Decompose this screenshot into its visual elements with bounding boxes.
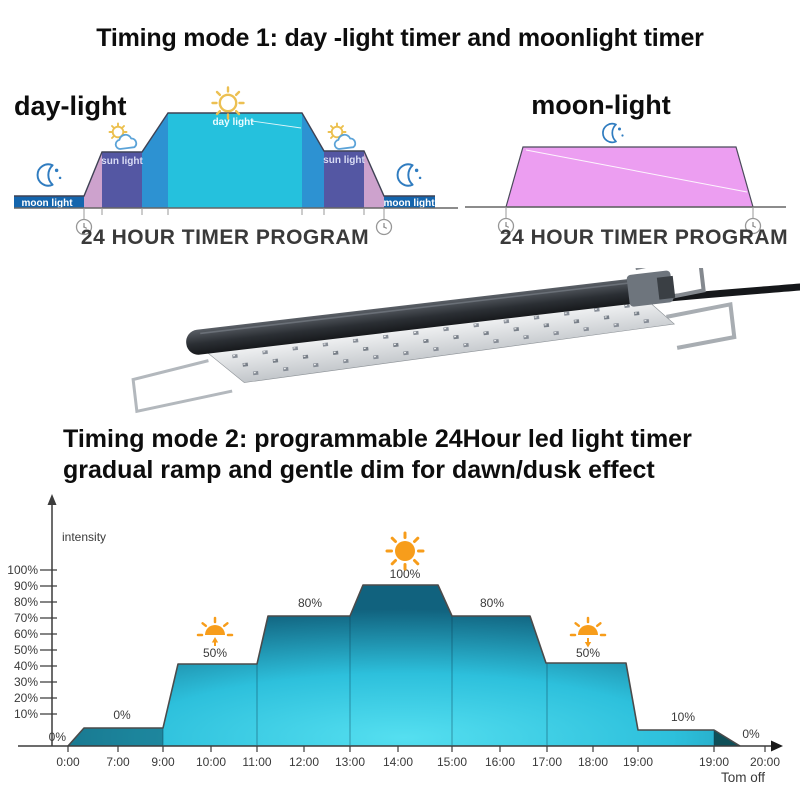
y-tick-label: 90% xyxy=(14,579,38,593)
x-tick-label: 0:00 xyxy=(56,755,80,769)
x-tick-label: 19:00 xyxy=(699,755,729,769)
x-tick-label: 9:00 xyxy=(151,755,175,769)
x-tick-label: 12:00 xyxy=(289,755,319,769)
y-tick-label: 80% xyxy=(14,595,38,609)
x-axis-arrow xyxy=(771,740,783,752)
day-light-band xyxy=(168,113,302,208)
sunset-icon xyxy=(569,616,607,648)
dawn-band-left xyxy=(84,152,102,208)
sun-cloud-icon xyxy=(327,122,357,150)
cable-socket xyxy=(656,275,676,300)
sun-light-label-right: sun light xyxy=(323,155,365,166)
x-tick-label: 19:00 xyxy=(623,755,653,769)
y-tick-label: 60% xyxy=(14,627,38,641)
x-tick-label: 15:00 xyxy=(437,755,467,769)
sun-icon xyxy=(211,86,245,120)
mounting-bracket-right-upper xyxy=(635,268,706,303)
sun-cloud-icon xyxy=(108,122,138,150)
intensity-profile-area xyxy=(68,585,740,746)
y-tick-label: 40% xyxy=(14,659,38,673)
x-tick-label: 20:00 xyxy=(750,755,780,769)
step-label: 10% xyxy=(671,710,695,724)
day-timeline-ticks xyxy=(83,208,385,219)
y-tick-labels: 100% 90% 80% 70% 60% 50% 40% 30% 20% 10% xyxy=(7,563,38,721)
day-profile-outline xyxy=(14,112,435,197)
moon-light-band-right xyxy=(384,196,435,208)
lamp-housing xyxy=(186,277,656,355)
led-light-fixture xyxy=(131,268,800,414)
night-low-segment xyxy=(68,728,163,746)
y-tick-label: 70% xyxy=(14,611,38,625)
moon-light-label-right: moon light xyxy=(383,198,435,209)
fixture-body xyxy=(131,268,737,414)
step-label: 50% xyxy=(203,646,227,660)
transition-band-right xyxy=(302,113,324,208)
x-tick-label: 7:00 xyxy=(106,755,130,769)
y-axis-title: intensity xyxy=(62,530,106,544)
y-tick-label: 100% xyxy=(7,563,38,577)
x-tick-label: 13:00 xyxy=(335,755,365,769)
moon-light-band-left xyxy=(14,196,84,208)
moon-light-title: moon-light xyxy=(531,90,670,120)
x-tick-label: 14:00 xyxy=(383,755,413,769)
mode2-title-line1: Timing mode 2: programmable 24Hour led l… xyxy=(63,425,692,453)
day-diagram-caption: 24 HOUR TIMER PROGRAM xyxy=(81,226,369,249)
sun-light-label-left: sun light xyxy=(101,156,143,167)
step-label: 80% xyxy=(480,596,504,610)
timer-mode1-diagrams: day-light moon light sun light day light… xyxy=(14,86,788,249)
step-label: 80% xyxy=(298,596,322,610)
moon-icon xyxy=(602,122,625,144)
y-tick-label: 30% xyxy=(14,675,38,689)
intensity-chart: intensity 100% 90% 80% 70% 60% 50% 40% 3… xyxy=(7,494,783,785)
step-label: 0% xyxy=(113,708,131,722)
sunrise-icon xyxy=(196,616,234,646)
x-tick-label: 17:00 xyxy=(532,755,562,769)
mounting-bracket-right-lower xyxy=(666,301,737,350)
moon-light-diagram: moon-light 24 HOUR TIMER PROGRAM xyxy=(465,90,788,249)
moon-icon xyxy=(36,163,63,187)
sun-light-band-right xyxy=(324,151,364,208)
step-label: 0% xyxy=(49,730,67,744)
x-ticks xyxy=(67,746,766,752)
day-light-label: day light xyxy=(212,117,254,128)
y-axis-arrow xyxy=(47,494,57,505)
y-tick-label: 10% xyxy=(14,707,38,721)
x-tick-label: 10:00 xyxy=(196,755,226,769)
intensity-profile-outline xyxy=(67,584,741,747)
x-tick-labels: 0:00 7:00 9:00 10:00 11:00 12:00 13:00 1… xyxy=(56,755,780,769)
x-tick-label: 11:00 xyxy=(242,755,271,769)
y-tick-label: 50% xyxy=(14,643,38,657)
housing-highlight xyxy=(200,281,638,335)
sun-icon xyxy=(385,531,425,571)
led-grid xyxy=(232,303,650,376)
moon-light-label-left: moon light xyxy=(21,198,73,209)
day-light-title: day-light xyxy=(14,91,127,121)
step-label: 100% xyxy=(390,567,421,581)
mode1-title: Timing mode 1: day -light timer and moon… xyxy=(96,24,704,52)
tom-off-note: Tom off xyxy=(721,770,765,785)
x-tick-label: 16:00 xyxy=(485,755,515,769)
sun-light-band-left xyxy=(102,152,142,208)
transition-band-left xyxy=(142,113,168,208)
clock-icon xyxy=(375,218,393,236)
day-light-callout-line xyxy=(251,120,302,129)
mode2-title-line2: gradual ramp and gentle dim for dawn/dus… xyxy=(63,455,655,484)
mode2-title: Timing mode 2: programmable 24Hour led l… xyxy=(63,424,763,485)
step-label: 50% xyxy=(576,646,600,660)
moon-diagram-caption: 24 HOUR TIMER PROGRAM xyxy=(500,226,788,249)
day-light-diagram: day-light moon light sun light day light… xyxy=(14,86,458,249)
step-label: 0% xyxy=(742,727,760,741)
moon-icon xyxy=(396,163,423,187)
x-tick-label: 18:00 xyxy=(578,755,608,769)
moonlight-sheen-line xyxy=(525,149,748,193)
mounting-bracket-left xyxy=(131,359,233,414)
y-ticks xyxy=(40,569,57,715)
y-tick-label: 20% xyxy=(14,691,38,705)
dusk-band-right xyxy=(364,151,384,208)
moonlight-trapezoid xyxy=(505,146,754,208)
step-dividers xyxy=(162,616,715,745)
